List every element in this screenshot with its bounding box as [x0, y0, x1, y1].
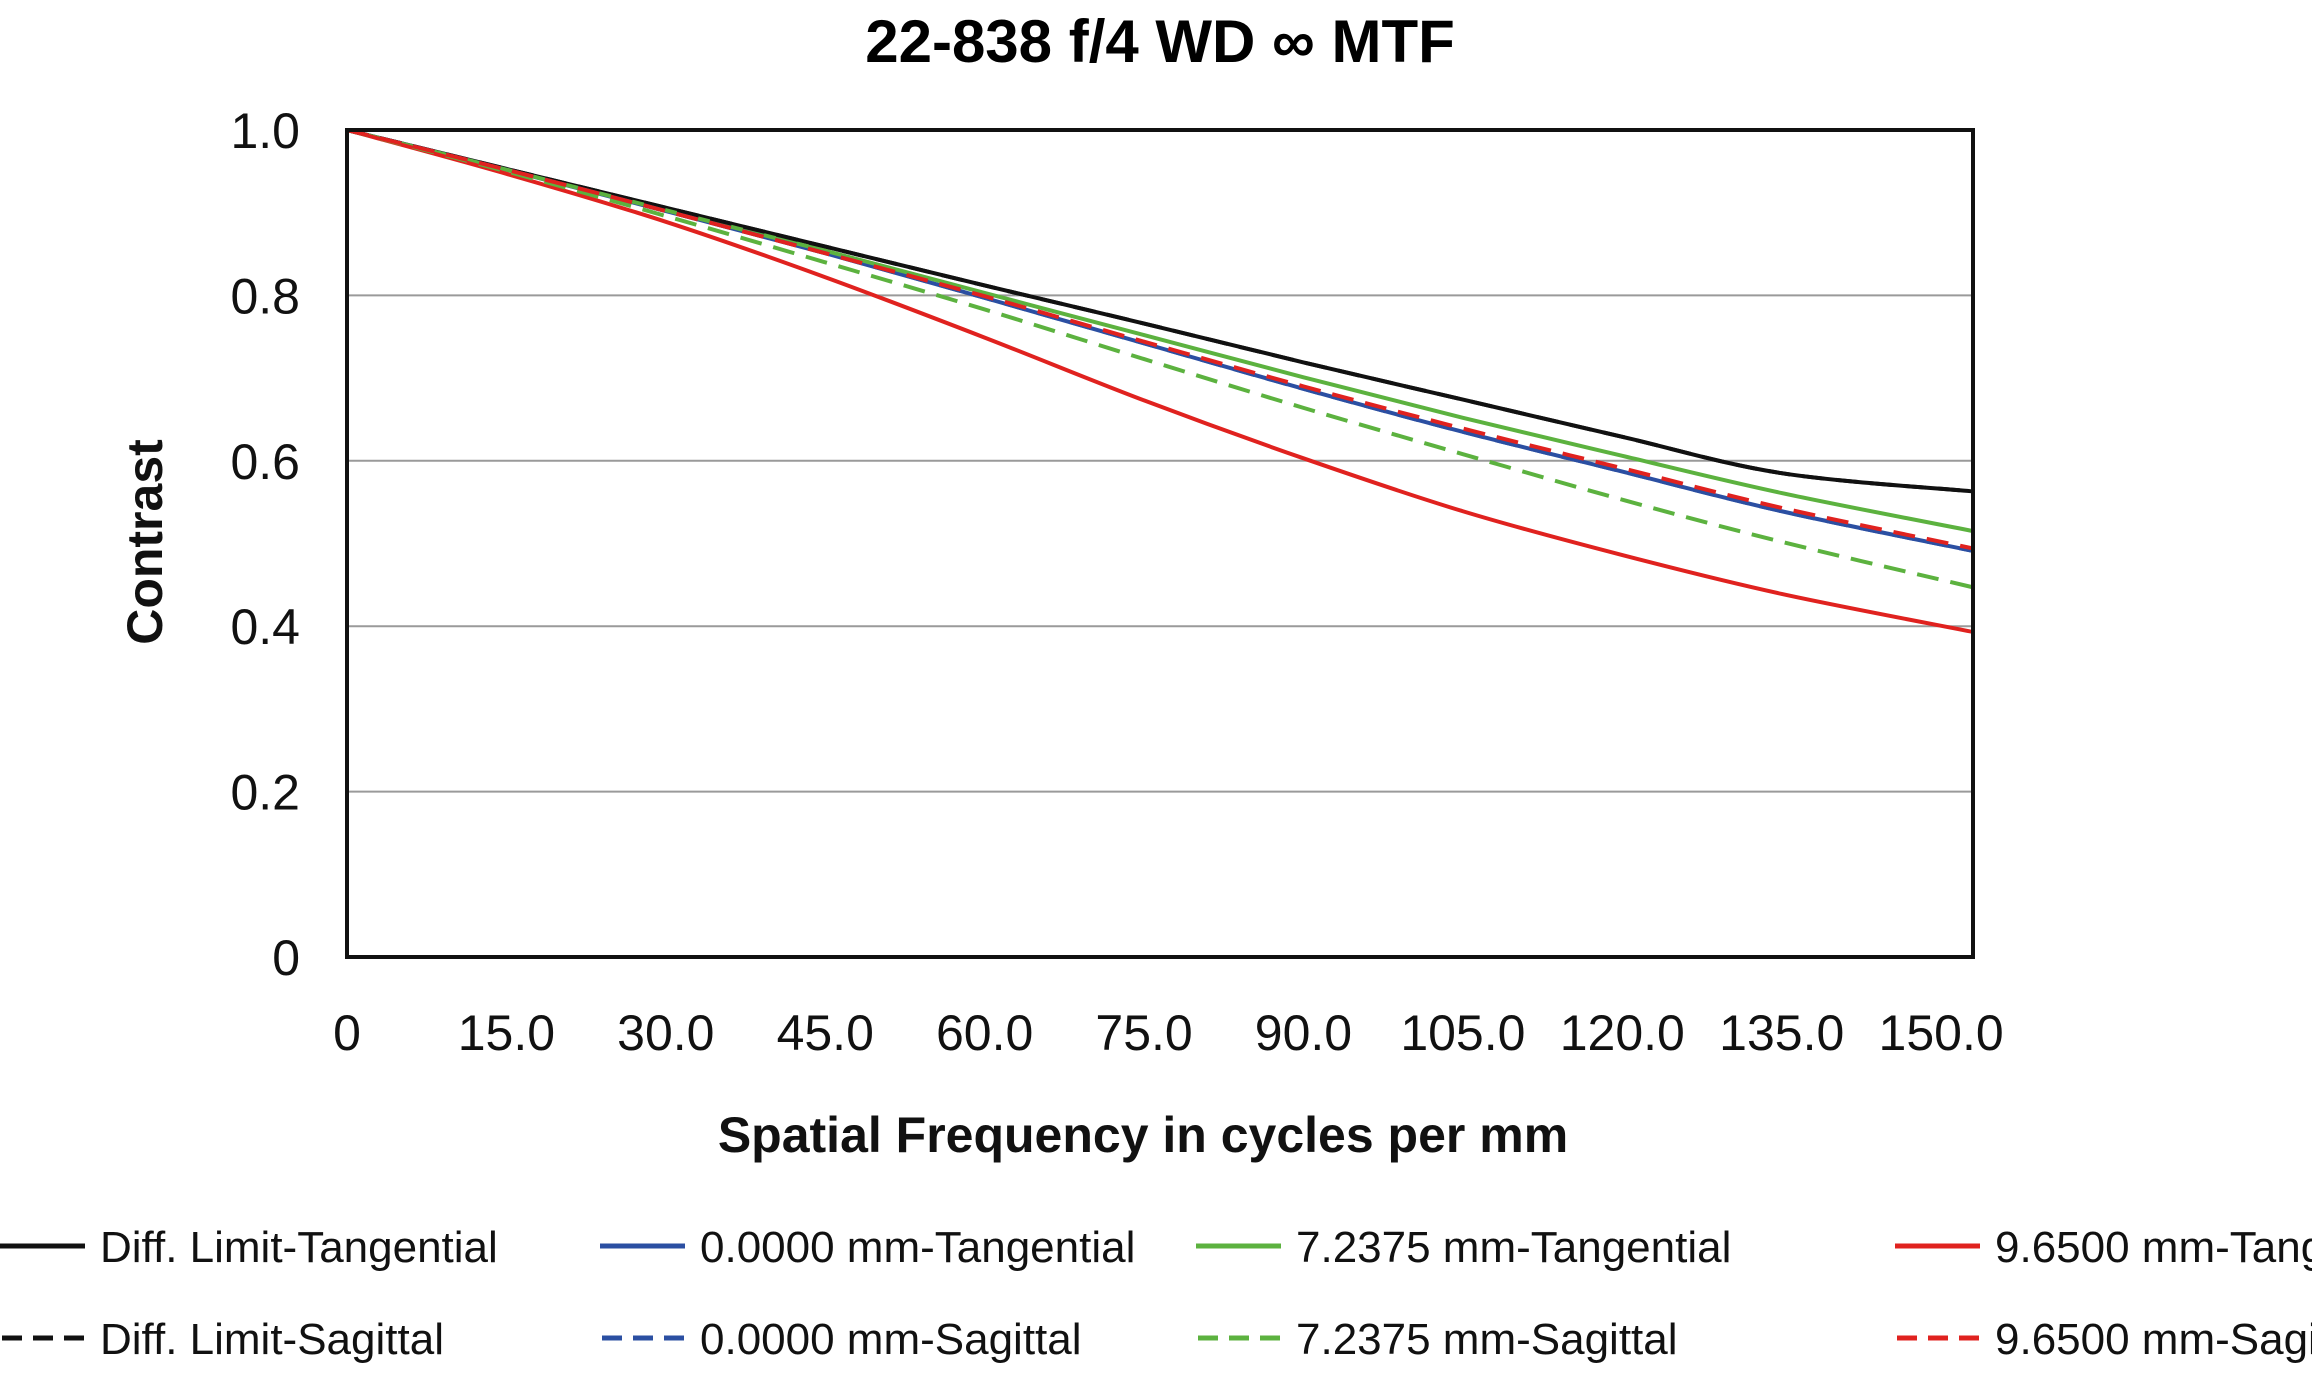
y-tick-label: 1.0 [230, 103, 300, 159]
legend-label: 7.2375 mm-Sagittal [1296, 1315, 1678, 1364]
legend-item: Diff. Limit-Sagittal [2, 1315, 444, 1364]
series-line-diff-limit-tangential [346, 128, 1974, 494]
legend-label: Diff. Limit-Tangential [100, 1223, 498, 1272]
legend-label: 7.2375 mm-Tangential [1296, 1223, 1731, 1272]
y-tick-label: 0.4 [230, 599, 300, 655]
legend-item: 9.6500 mm-Tangential [1895, 1223, 2312, 1272]
series-layer [346, 128, 1974, 634]
legend-label: 9.6500 mm-Sagittal [1995, 1315, 2312, 1364]
x-tick-label: 150.0 [1879, 1005, 2004, 1061]
x-tick-label: 105.0 [1400, 1005, 1525, 1061]
legend: Diff. Limit-Tangential Diff. Limit-Sagitt… [0, 1223, 2312, 1364]
x-tick-label: 30.0 [617, 1005, 714, 1061]
legend-item: 7.2375 mm-Tangential [1196, 1223, 1731, 1272]
legend-item: 7.2375 mm-Sagittal [1198, 1315, 1678, 1364]
y-tick-labels: 0 0.2 0.4 0.6 0.8 1.0 [230, 103, 300, 986]
x-tick-label: 90.0 [1255, 1005, 1352, 1061]
series-line-7-2375-mm-sagittal [346, 128, 1974, 590]
x-tick-label: 75.0 [1095, 1005, 1192, 1061]
x-tick-label: 0 [333, 1005, 361, 1061]
series-line-9-6500-mm-sagittal [346, 128, 1974, 551]
x-tick-label: 15.0 [458, 1005, 555, 1061]
y-tick-label: 0 [272, 930, 300, 986]
x-tick-label: 60.0 [936, 1005, 1033, 1061]
legend-item: 0.0000 mm-Tangential [600, 1223, 1135, 1272]
series-line-diff-limit-sagittal [346, 128, 1974, 494]
y-axis-label: Contrast [117, 439, 173, 645]
y-tick-label: 0.8 [230, 268, 300, 324]
y-tick-label: 0.2 [230, 765, 300, 821]
legend-item: Diff. Limit-Tangential [0, 1223, 498, 1272]
x-tick-label: 45.0 [777, 1005, 874, 1061]
legend-item: 9.6500 mm-Sagittal [1897, 1315, 2312, 1364]
x-axis-label: Spatial Frequency in cycles per mm [718, 1107, 1568, 1163]
legend-label: Diff. Limit-Sagittal [100, 1315, 444, 1364]
legend-label: 0.0000 mm-Tangential [700, 1223, 1135, 1272]
x-tick-label: 120.0 [1560, 1005, 1685, 1061]
legend-label: 0.0000 mm-Sagittal [700, 1315, 1082, 1364]
x-tick-labels: 0 15.0 30.0 45.0 60.0 75.0 90.0 105.0 120.0 135.0… [333, 1005, 2004, 1061]
y-tick-label: 0.6 [230, 434, 300, 490]
chart-title: 22-838 f/4 WD ∞ MTF [865, 8, 1455, 75]
legend-label: 9.6500 mm-Tangential [1995, 1223, 2312, 1272]
grid-lines [347, 294, 1973, 793]
x-tick-label: 135.0 [1719, 1005, 1844, 1061]
legend-item: 0.0000 mm-Sagittal [602, 1315, 1082, 1364]
plot-frame [345, 128, 1975, 959]
series-line-9-6500-mm-tangential [346, 128, 1974, 634]
